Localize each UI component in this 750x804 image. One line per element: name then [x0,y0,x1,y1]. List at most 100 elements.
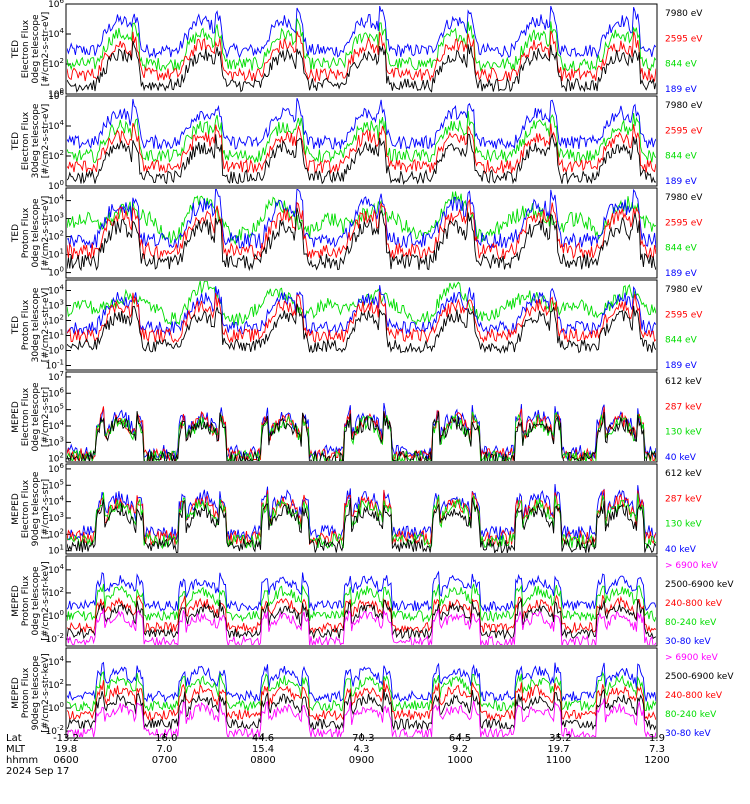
series-7980-ev-trace [67,40,656,93]
time-axis-labels: Lat MLT hhmm 2024 Sep 17 [6,733,69,777]
legend-7980-ev: 7980 eV [665,9,703,19]
legend-30-80-kev: 30-80 keV [665,729,711,739]
panel-1-ylabel: TED Electron Flux 0deg telescope [#/cm2-s-s… [11,12,51,87]
panel-7-ylabel-line: 0deg telescope [31,566,41,636]
series-189-ev-trace [67,189,656,250]
legend-2595-ev: 2595 eV [665,310,703,320]
panel-7-ylabel: MEPED Proton Flux 0deg telescope [#/cm2-s-s… [11,561,51,640]
x-hhmm-value: 0700 [152,755,177,766]
panel-2-frame [65,95,658,187]
panel-4-traces [67,281,656,354]
panel-3-ylabel-line: [#/cm2-s-str-eV] [41,196,51,271]
panel-5-traces [67,402,656,461]
series-240-800-kev-trace [67,594,656,634]
x-row-label-mlt: MLT [6,744,26,755]
panel-6-ylabel-line: 90deg telescope [31,471,41,546]
series-40-kev-trace [67,402,656,461]
panel-7-ylabel-line: Proton Flux [21,575,31,626]
panel-1-ylabel-line: 0deg telescope [31,14,41,84]
legend-612-kev: 612 keV [665,469,702,479]
legend-30-80-kev: 30-80 keV [665,637,711,647]
legend-189-ev: 189 eV [665,361,698,371]
legend-40-kev: 40 keV [665,545,697,555]
legend-130-kev: 130 keV [665,520,702,530]
x-hhmm-value: 1000 [447,755,472,766]
legend-40-kev: 40 keV [665,453,697,463]
series-130-kev-trace [67,492,656,550]
legend-612-kev: 612 keV [665,377,702,387]
series-189-ev-trace [67,98,656,151]
panel-5-ylabel-line: MEPED [11,401,21,433]
series-2595-ev-trace [67,122,656,175]
x-hhmm-value: 0600 [53,755,78,766]
panel-8-ylabel-line: MEPED [11,677,21,709]
panel-5-ylabel-line: 0deg telescope [31,382,41,452]
legend-80-240-kev: 80-240 keV [665,618,717,628]
legend-844-ev: 844 eV [665,336,698,346]
series-844-ev-trace [67,110,656,164]
series-6900-kev-trace [67,698,656,737]
legend-7980-ev: 7980 eV [665,193,703,203]
panel-4-ylabel-line: TED [11,316,21,335]
x-lat-value: -16.0 [152,733,178,744]
x-lat-value: -35.2 [546,733,572,744]
legend-2595-ev: 2595 eV [665,218,703,228]
legend-240-800-kev: 240-800 keV [665,691,723,701]
panel-6-ylabel-line: Electron Flux [21,479,31,538]
panel-2-ylabel: TED Electron Flux 30deg telescope [#/cm2-s-… [11,103,51,178]
panel-5-ylabel-line: Electron Flux [21,387,31,446]
x-mlt-value: 15.4 [252,744,274,755]
x-lat-value: 64.5 [449,733,471,744]
x-hhmm-value: 1200 [644,755,669,766]
legend-130-kev: 130 keV [665,428,702,438]
x-row-label-lat: Lat [6,733,22,744]
legend-6900-kev: > 6900 keV [665,653,719,663]
panel-8-traces [67,661,656,737]
series-240-800-kev-trace [67,680,656,722]
legend-287-kev: 287 keV [665,402,702,412]
panel-4-ylabel: TED Proton Flux 30deg telescope [#/cm2-s-st… [11,287,51,362]
panel-3-traces [67,189,656,272]
series-2595-ev-trace [67,291,656,344]
panel-1-ylabel-line: [#/cm2-s-str-eV] [41,12,51,87]
date-label: 2024 Sep 17 [6,766,69,777]
panel-7-traces [67,570,656,645]
legend-2595-ev: 2595 eV [665,34,703,44]
panel-1-ytick-label: 106 [48,0,64,10]
series-612-kev-trace [67,411,656,461]
panel-2-traces [67,98,656,185]
panel-1-ylabel-line: TED [11,40,21,59]
legend-189-ev: 189 eV [665,85,698,95]
panel-8-ylabel-line: 90deg telescope [31,655,41,730]
legend-6900-kev: > 6900 keV [665,561,719,571]
panel-7-ylabel-line: [#/cm2-s-str-keV] [41,561,51,640]
panel-6-traces [67,484,656,553]
panel-4-frame [65,279,658,371]
series-2595-ev-trace [67,198,656,260]
x-rows: -13.2 -16.0 44.6 -70.3 64.5 -35.2 1.9 19.8 7.0 15… [53,733,670,766]
panel-3-ylabel: TED Proton Flux 0deg telescope [#/cm2-s-str… [11,196,51,271]
series-6900-kev-trace [67,608,656,645]
panel-4-ylabel-line: [#/cm2-s-str-eV] [41,288,51,363]
panel-2-ylabel-line: TED [11,132,21,151]
legend-189-ev: 189 eV [665,269,698,279]
panel-8-ylabel: MEPED Proton Flux 90deg telescope [#/cm2-s-… [11,653,51,732]
series-130-kev-trace [67,411,656,461]
x-hhmm-value: 0900 [349,755,374,766]
panel-2-ylabel-line: Electron Flux [21,111,31,170]
series-287-kev-trace [67,406,656,461]
panel-3-frame [65,187,658,279]
x-lat-value: -70.3 [349,733,375,744]
legend-80-240-kev: 80-240 keV [665,710,717,720]
legend-189-ev: 189 eV [665,177,698,187]
x-mlt-value: 7.0 [157,744,173,755]
legend-844-ev: 844 eV [665,152,698,162]
x-row-label-hhmm: hhmm [6,755,38,766]
series-612-kev-trace [67,497,656,553]
panel-6-ylabel-line: MEPED [11,493,21,525]
